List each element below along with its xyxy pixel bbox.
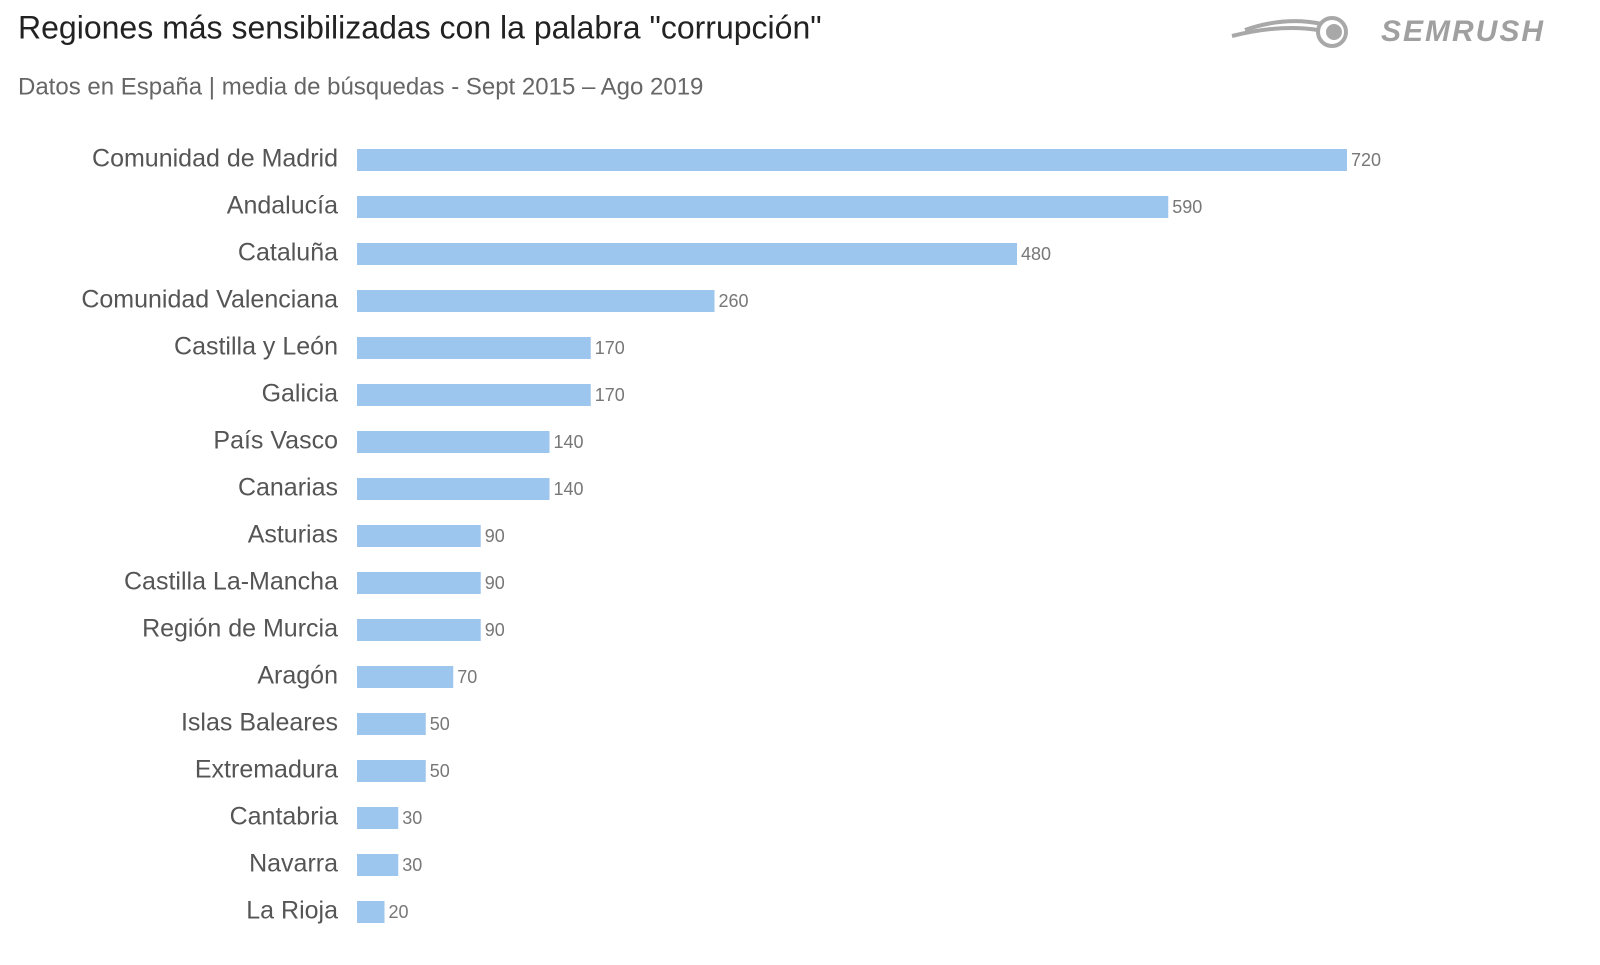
value-label: 140: [554, 479, 584, 499]
bar: [357, 290, 715, 312]
value-label: 90: [485, 620, 505, 640]
category-label: Castilla La-Mancha: [124, 568, 338, 596]
bar: [357, 854, 399, 876]
category-label: Navarra: [249, 850, 338, 878]
category-label: Cataluña: [238, 239, 338, 267]
bar: [357, 525, 481, 547]
value-label: 170: [595, 385, 625, 405]
category-label: Aragón: [257, 662, 338, 690]
bar: [357, 196, 1169, 218]
value-label: 90: [485, 573, 505, 593]
category-label: Comunidad de Madrid: [92, 145, 338, 173]
bar: [357, 572, 481, 594]
value-label: 140: [554, 432, 584, 452]
value-label: 70: [457, 667, 477, 687]
value-label: 260: [719, 291, 749, 311]
bar: [357, 619, 481, 641]
category-label: Cantabria: [230, 803, 338, 831]
logo-text: SEMRUSH: [1381, 15, 1545, 48]
category-label: Galicia: [262, 380, 339, 408]
category-label: País Vasco: [213, 427, 338, 455]
value-label: 90: [485, 526, 505, 546]
bar: [357, 149, 1347, 171]
category-label: La Rioja: [246, 897, 338, 925]
chart-subtitle: Datos en España | media de búsquedas - S…: [18, 73, 703, 100]
bar: [357, 337, 591, 359]
category-label: Asturias: [248, 521, 338, 549]
value-label: 30: [402, 808, 422, 828]
bar: [357, 760, 426, 782]
bar: [357, 478, 550, 500]
bar: [357, 666, 454, 688]
value-label: 720: [1351, 150, 1381, 170]
logo-icon: [1231, 16, 1348, 48]
category-label: Canarias: [238, 474, 338, 502]
category-label: Extremadura: [195, 756, 338, 784]
category-label: Comunidad Valenciana: [81, 286, 338, 314]
bar: [357, 431, 550, 453]
value-label: 170: [595, 338, 625, 358]
category-label: Castilla y León: [174, 333, 338, 361]
bar: [357, 713, 426, 735]
value-label: 50: [430, 761, 450, 781]
category-label: Islas Baleares: [181, 709, 338, 737]
chart-title: Regiones más sensibilizadas con la palab…: [18, 9, 822, 45]
category-label: Región de Murcia: [142, 615, 338, 643]
value-label: 30: [402, 855, 422, 875]
value-label: 20: [389, 902, 409, 922]
category-label: Andalucía: [227, 192, 338, 220]
value-label: 590: [1172, 197, 1202, 217]
value-label: 480: [1021, 244, 1051, 264]
bar: [357, 243, 1017, 265]
bar: [357, 384, 591, 406]
bar: [357, 901, 385, 923]
value-label: 50: [430, 714, 450, 734]
bar: [357, 807, 399, 829]
